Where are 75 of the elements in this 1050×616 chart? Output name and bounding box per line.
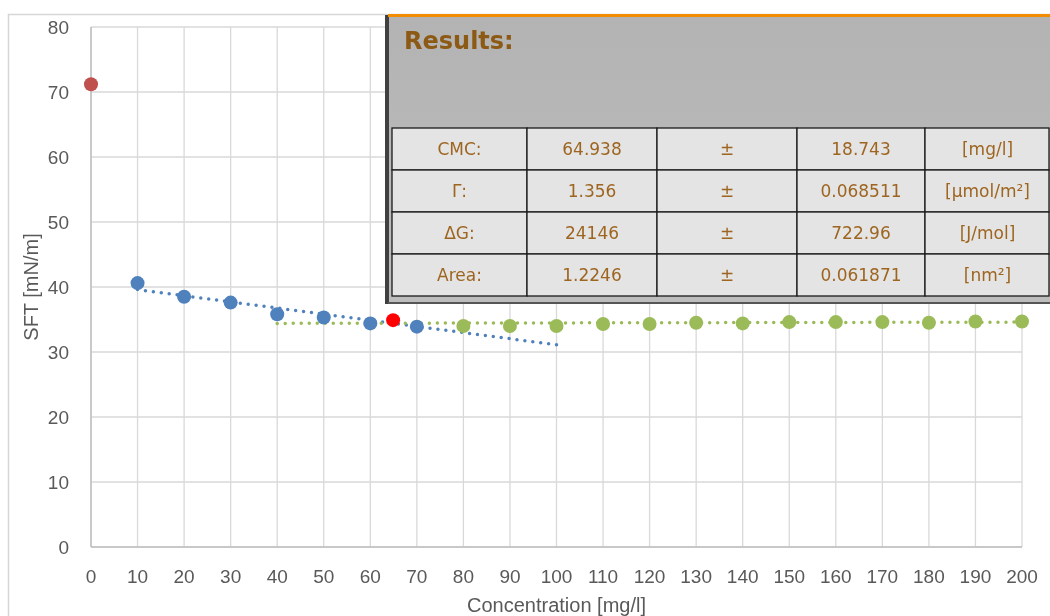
x-tick-label: 100 <box>540 566 573 587</box>
point <box>596 317 611 332</box>
annotation: ± <box>719 181 735 201</box>
point <box>386 313 401 328</box>
annotation: ± <box>719 139 735 159</box>
point <box>735 316 750 331</box>
x-tick-label: 30 <box>220 566 242 587</box>
point <box>549 319 564 333</box>
x-tick-label: 200 <box>1006 566 1038 587</box>
annotation: Area: <box>437 265 482 285</box>
x-tick-label: 70 <box>406 566 428 587</box>
x-tick-label: 190 <box>959 566 992 587</box>
x-tick-label: 150 <box>773 566 806 587</box>
annotation: ΔG: <box>444 223 475 243</box>
y-tick-label: 0 <box>58 537 69 558</box>
point <box>642 317 657 332</box>
point <box>177 289 192 304</box>
annotation: 24146 <box>564 223 620 243</box>
point <box>968 314 983 329</box>
x-tick-label: 80 <box>452 566 474 587</box>
point <box>782 315 797 330</box>
y-tick-label: 30 <box>47 342 69 363</box>
x-tick-label: 60 <box>359 566 381 587</box>
annotation: 1.2246 <box>562 265 622 285</box>
annotation: ± <box>719 265 735 285</box>
point <box>84 77 98 92</box>
annotation: CMC: <box>437 139 482 159</box>
point <box>502 319 517 333</box>
annotation: ± <box>719 223 735 243</box>
annotation: [µmol/m²] <box>945 181 1030 201</box>
x-axis-title: Concentration [mg/l] <box>467 594 646 616</box>
y-tick-label: 80 <box>47 17 69 38</box>
annotation: Results: <box>404 27 514 55</box>
x-tick-label: 40 <box>266 566 288 587</box>
x-tick-label: 130 <box>680 566 712 587</box>
annotation: 0.061871 <box>820 265 902 285</box>
x-tick-label: 120 <box>633 566 666 587</box>
point <box>456 319 471 333</box>
x-tick-label: 20 <box>173 566 195 587</box>
annotation: 0.068511 <box>820 181 902 201</box>
x-tick-label: 170 <box>866 566 899 587</box>
x-tick-label: 10 <box>126 566 149 587</box>
y-tick-label: 60 <box>47 147 69 168</box>
point <box>130 276 145 291</box>
annotation: 722.96 <box>831 223 891 243</box>
x-tick-label: 90 <box>499 566 521 587</box>
point <box>223 295 238 310</box>
annotation: Γ: <box>451 181 468 201</box>
annotation: [J/mol] <box>959 223 1016 243</box>
x-tick-label: 0 <box>85 566 97 587</box>
x-tick-label: 140 <box>726 566 759 587</box>
y-tick-label: 20 <box>47 407 69 428</box>
annotation: [mg/l] <box>961 139 1014 159</box>
point <box>921 315 936 330</box>
point <box>875 315 890 330</box>
annotation: 1.356 <box>567 181 617 201</box>
y-tick-label: 40 <box>47 277 69 298</box>
x-tick-label: 110 <box>587 566 619 587</box>
y-tick-label: 70 <box>47 82 69 103</box>
point <box>409 319 424 334</box>
x-tick-label: 160 <box>819 566 852 587</box>
point <box>363 316 378 331</box>
annotation: [nm²] <box>963 265 1012 285</box>
y-tick-label: 10 <box>47 472 69 493</box>
x-tick-label: 180 <box>913 566 945 587</box>
annotation: 18.743 <box>831 139 891 159</box>
y-axis-title: SFT [mN/m] <box>20 233 42 341</box>
point <box>828 315 843 330</box>
point <box>1015 314 1029 329</box>
point <box>689 315 704 330</box>
point <box>270 307 285 322</box>
x-tick-label: 50 <box>313 566 335 587</box>
y-tick-label: 50 <box>47 212 69 233</box>
annotation: 64.938 <box>562 139 622 159</box>
point <box>316 310 331 325</box>
